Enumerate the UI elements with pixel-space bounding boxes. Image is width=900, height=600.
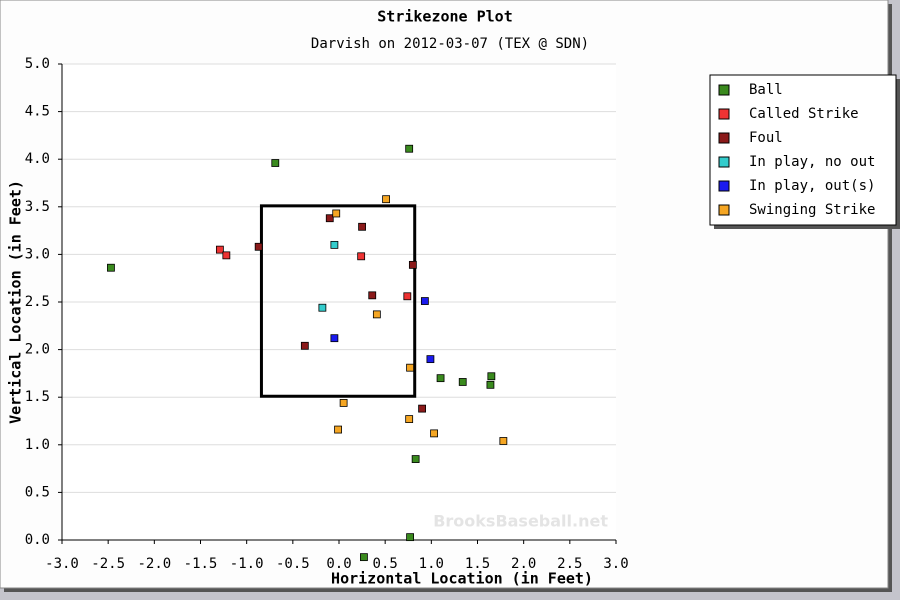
strike-zone: [259, 204, 417, 398]
point: [486, 380, 495, 389]
point: [430, 429, 439, 438]
point: [406, 363, 414, 372]
chart-subtitle: Darvish on 2012-03-07 (TEX @ SDN): [311, 36, 589, 52]
point: [487, 372, 496, 381]
y-axis-label: Vertical Location (in Feet): [7, 180, 25, 424]
legend-swatch: [718, 180, 730, 192]
y-tick-label: 0.0: [25, 532, 50, 548]
point: [406, 533, 414, 542]
point: [334, 425, 342, 434]
x-tick-label: -3.0: [45, 556, 79, 572]
point: [330, 334, 339, 343]
point: [222, 251, 231, 260]
point: [271, 159, 280, 167]
legend-swatch: [718, 204, 730, 216]
y-tick-label: 2.5: [25, 294, 50, 310]
x-tick-label: -1.5: [184, 556, 218, 572]
point: [426, 355, 435, 364]
y-tick-label: 3.0: [25, 246, 50, 262]
point: [107, 263, 115, 272]
point: [215, 245, 224, 254]
legend: [709, 74, 897, 226]
point: [403, 292, 412, 301]
y-tick-label: 4.0: [25, 151, 50, 167]
y-tick-label: 4.5: [25, 104, 50, 120]
x-tick-label: 3.0: [603, 556, 628, 572]
y-tick-label: 0.5: [25, 484, 50, 500]
y-tick-label: 1.5: [25, 389, 50, 405]
legend-label: Swinging Strike: [749, 202, 875, 218]
x-tick-label: 2.0: [511, 556, 536, 572]
x-tick-label: -2.0: [137, 556, 171, 572]
point: [358, 222, 366, 231]
y-tick-label: 5.0: [25, 56, 50, 72]
legend-label: In play, out(s): [749, 178, 875, 194]
legend-label: In play, no out: [749, 154, 875, 170]
point: [325, 214, 334, 223]
legend-swatch: [718, 84, 730, 96]
point: [300, 341, 309, 350]
point: [436, 374, 445, 383]
x-tick-label: -2.5: [91, 556, 125, 572]
y-tick-label: 2.0: [25, 342, 50, 358]
legend-label: Called Strike: [749, 106, 859, 122]
y-tick-label: 1.0: [25, 437, 50, 453]
x-tick-label: 2.5: [557, 556, 582, 572]
point: [254, 242, 263, 251]
x-tick-label: 0.0: [326, 556, 351, 572]
legend-label: Foul: [749, 130, 783, 146]
x-tick-label: 1.0: [419, 556, 444, 572]
legend-label: Ball: [749, 82, 783, 98]
point: [411, 455, 420, 463]
legend-swatch: [718, 108, 730, 120]
point: [405, 144, 414, 153]
point: [418, 404, 427, 413]
point: [360, 553, 368, 562]
point: [368, 291, 377, 300]
point: [382, 195, 390, 204]
x-tick-label: 0.5: [373, 556, 398, 572]
point: [458, 378, 467, 386]
x-axis-label: Horizontal Location (in Feet): [331, 570, 593, 588]
point: [408, 260, 417, 269]
point: [499, 437, 508, 445]
x-tick-label: 1.5: [465, 556, 490, 572]
legend-swatch: [718, 132, 730, 144]
legend-swatch: [718, 156, 730, 168]
point: [372, 310, 381, 319]
x-tick-label: -0.5: [276, 556, 310, 572]
x-tick-label: -1.0: [230, 556, 264, 572]
point: [420, 297, 429, 305]
point: [357, 252, 366, 261]
point: [330, 240, 339, 249]
watermark: BrooksBaseball.net: [433, 512, 608, 531]
point: [318, 303, 327, 312]
point: [332, 209, 341, 218]
point: [405, 415, 414, 423]
chart-title: Strikezone Plot: [377, 8, 512, 26]
y-tick-label: 3.5: [25, 199, 50, 215]
point: [339, 399, 348, 407]
